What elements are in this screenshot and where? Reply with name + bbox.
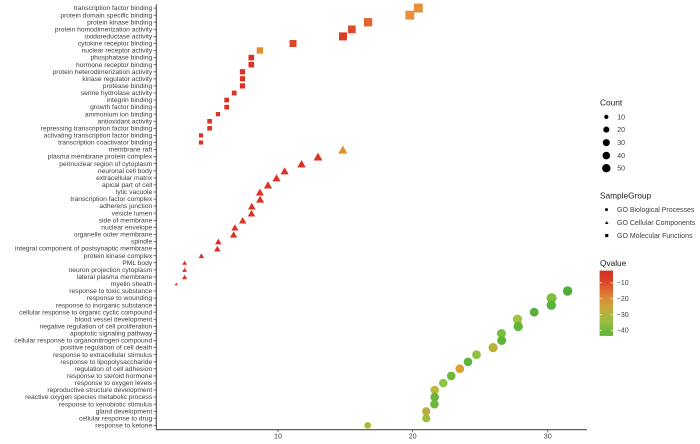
svg-text:Count: Count xyxy=(600,98,623,108)
svg-text:oxidoreductase activity: oxidoreductase activity xyxy=(85,34,153,41)
svg-text:kinase regulator activity: kinase regulator activity xyxy=(82,76,153,83)
svg-text:−20: −20 xyxy=(617,296,629,303)
svg-text:lateral plasma membrane: lateral plasma membrane xyxy=(77,274,153,281)
svg-text:protein kinase binding: protein kinase binding xyxy=(87,19,152,26)
svg-text:response to extracellular stim: response to extracellular stimulus xyxy=(53,352,153,359)
svg-text:cytokine receptor binding: cytokine receptor binding xyxy=(78,41,153,48)
svg-text:20: 20 xyxy=(617,127,625,134)
svg-text:repressing transcription facto: repressing transcription factor binding xyxy=(41,125,153,132)
svg-text:membrane raft: membrane raft xyxy=(109,147,153,154)
svg-text:SampleGroup: SampleGroup xyxy=(600,191,652,201)
svg-text:response to steroid hormone: response to steroid hormone xyxy=(67,373,152,380)
svg-text:integral component of postsyna: integral component of postsynaptic membr… xyxy=(15,246,152,253)
svg-text:−40: −40 xyxy=(617,328,629,335)
svg-text:serine hydrolase activity: serine hydrolase activity xyxy=(81,90,153,97)
svg-text:activating transcription facto: activating transcription factor binding xyxy=(44,133,153,140)
svg-text:plasma membrane protein comple: plasma membrane protein complex xyxy=(48,154,153,161)
svg-text:response to lipopolysaccharide: response to lipopolysaccharide xyxy=(60,359,152,366)
svg-text:Qvalue: Qvalue xyxy=(600,258,627,268)
svg-text:integrin binding: integrin binding xyxy=(107,97,153,104)
svg-text:apical part of cell: apical part of cell xyxy=(102,182,153,189)
svg-text:vesicle lumen: vesicle lumen xyxy=(112,210,153,217)
svg-text:response to xenobiotic stimulu: response to xenobiotic stimulus xyxy=(59,401,153,408)
svg-text:10: 10 xyxy=(274,432,282,441)
svg-text:50: 50 xyxy=(617,166,625,173)
svg-text:10: 10 xyxy=(617,114,625,121)
svg-text:spindle: spindle xyxy=(131,239,152,246)
svg-text:apoptotic signaling pathway: apoptotic signaling pathway xyxy=(70,331,153,338)
svg-text:cellular response to organonit: cellular response to organonitrogen comp… xyxy=(14,338,152,345)
svg-text:organelle outer membrane: organelle outer membrane xyxy=(74,232,153,239)
svg-text:response to oxygen levels: response to oxygen levels xyxy=(75,380,153,387)
svg-text:side of membrane: side of membrane xyxy=(99,217,153,224)
svg-text:40: 40 xyxy=(617,153,625,160)
svg-text:transcription factor complex: transcription factor complex xyxy=(70,196,152,203)
svg-text:30: 30 xyxy=(544,432,552,441)
svg-text:gland development: gland development xyxy=(96,408,153,415)
svg-text:phosphatase binding: phosphatase binding xyxy=(90,55,152,62)
svg-text:neuronal cell body: neuronal cell body xyxy=(98,168,153,175)
svg-text:ammonium ion binding: ammonium ion binding xyxy=(85,111,153,118)
svg-text:30: 30 xyxy=(617,140,625,147)
svg-text:response to toxic substance: response to toxic substance xyxy=(69,288,152,295)
svg-text:protease binding: protease binding xyxy=(103,83,153,90)
svg-text:protein kinase complex: protein kinase complex xyxy=(84,253,153,260)
svg-text:protein heterodimerization act: protein heterodimerization activity xyxy=(53,69,153,76)
svg-text:20: 20 xyxy=(409,432,417,441)
svg-text:response to ketone: response to ketone xyxy=(95,423,152,430)
svg-text:nuclear envelope: nuclear envelope xyxy=(101,225,152,232)
svg-text:nuclear receptor activity: nuclear receptor activity xyxy=(82,48,153,55)
svg-text:−30: −30 xyxy=(617,312,629,319)
svg-text:GO Biological Processes: GO Biological Processes xyxy=(617,207,695,214)
svg-text:negative regulation of cell pr: negative regulation of cell proliferatio… xyxy=(40,324,153,331)
svg-text:neuron projection cytoplasm: neuron projection cytoplasm xyxy=(69,267,153,274)
svg-text:−10: −10 xyxy=(617,280,629,287)
svg-text:myelin sheath: myelin sheath xyxy=(111,281,153,288)
svg-text:antioxidant activity: antioxidant activity xyxy=(98,118,153,125)
svg-text:growth factor binding: growth factor binding xyxy=(90,104,152,111)
svg-text:reactive oxygen species metabo: reactive oxygen species metabolic proces… xyxy=(25,394,153,401)
svg-text:response to inorganic substanc: response to inorganic substance xyxy=(56,302,153,309)
svg-text:hormone receptor binding: hormone receptor binding xyxy=(76,62,152,69)
svg-text:transcription factor binding: transcription factor binding xyxy=(74,5,153,12)
svg-text:GO Cellular Components: GO Cellular Components xyxy=(617,220,696,227)
svg-text:blood vessel development: blood vessel development xyxy=(75,316,152,323)
svg-text:response to wounding: response to wounding xyxy=(87,295,153,302)
svg-text:cellular response to drug: cellular response to drug xyxy=(79,415,153,422)
svg-text:extracellular matrix: extracellular matrix xyxy=(96,175,153,182)
svg-text:protein homodimerization activ: protein homodimerization activity xyxy=(55,26,153,33)
svg-text:PML body: PML body xyxy=(122,260,153,267)
svg-text:GO Molecular Functions: GO Molecular Functions xyxy=(617,233,693,240)
svg-text:transcription coactivator bind: transcription coactivator binding xyxy=(58,140,152,147)
svg-text:protein domain specific bindin: protein domain specific binding xyxy=(60,12,152,19)
svg-text:lytic vacuole: lytic vacuole xyxy=(116,189,153,196)
svg-text:regulation of cell adhesion: regulation of cell adhesion xyxy=(74,366,152,373)
svg-text:adherens junction: adherens junction xyxy=(99,203,152,210)
svg-text:reproductive structure develop: reproductive structure development xyxy=(47,387,152,394)
svg-text:cellular response to organic c: cellular response to organic cyclic comp… xyxy=(19,309,152,316)
svg-text:positive regulation of cell de: positive regulation of cell death xyxy=(60,345,152,352)
svg-text:perinuclear region of cytoplas: perinuclear region of cytoplasm xyxy=(59,161,152,168)
